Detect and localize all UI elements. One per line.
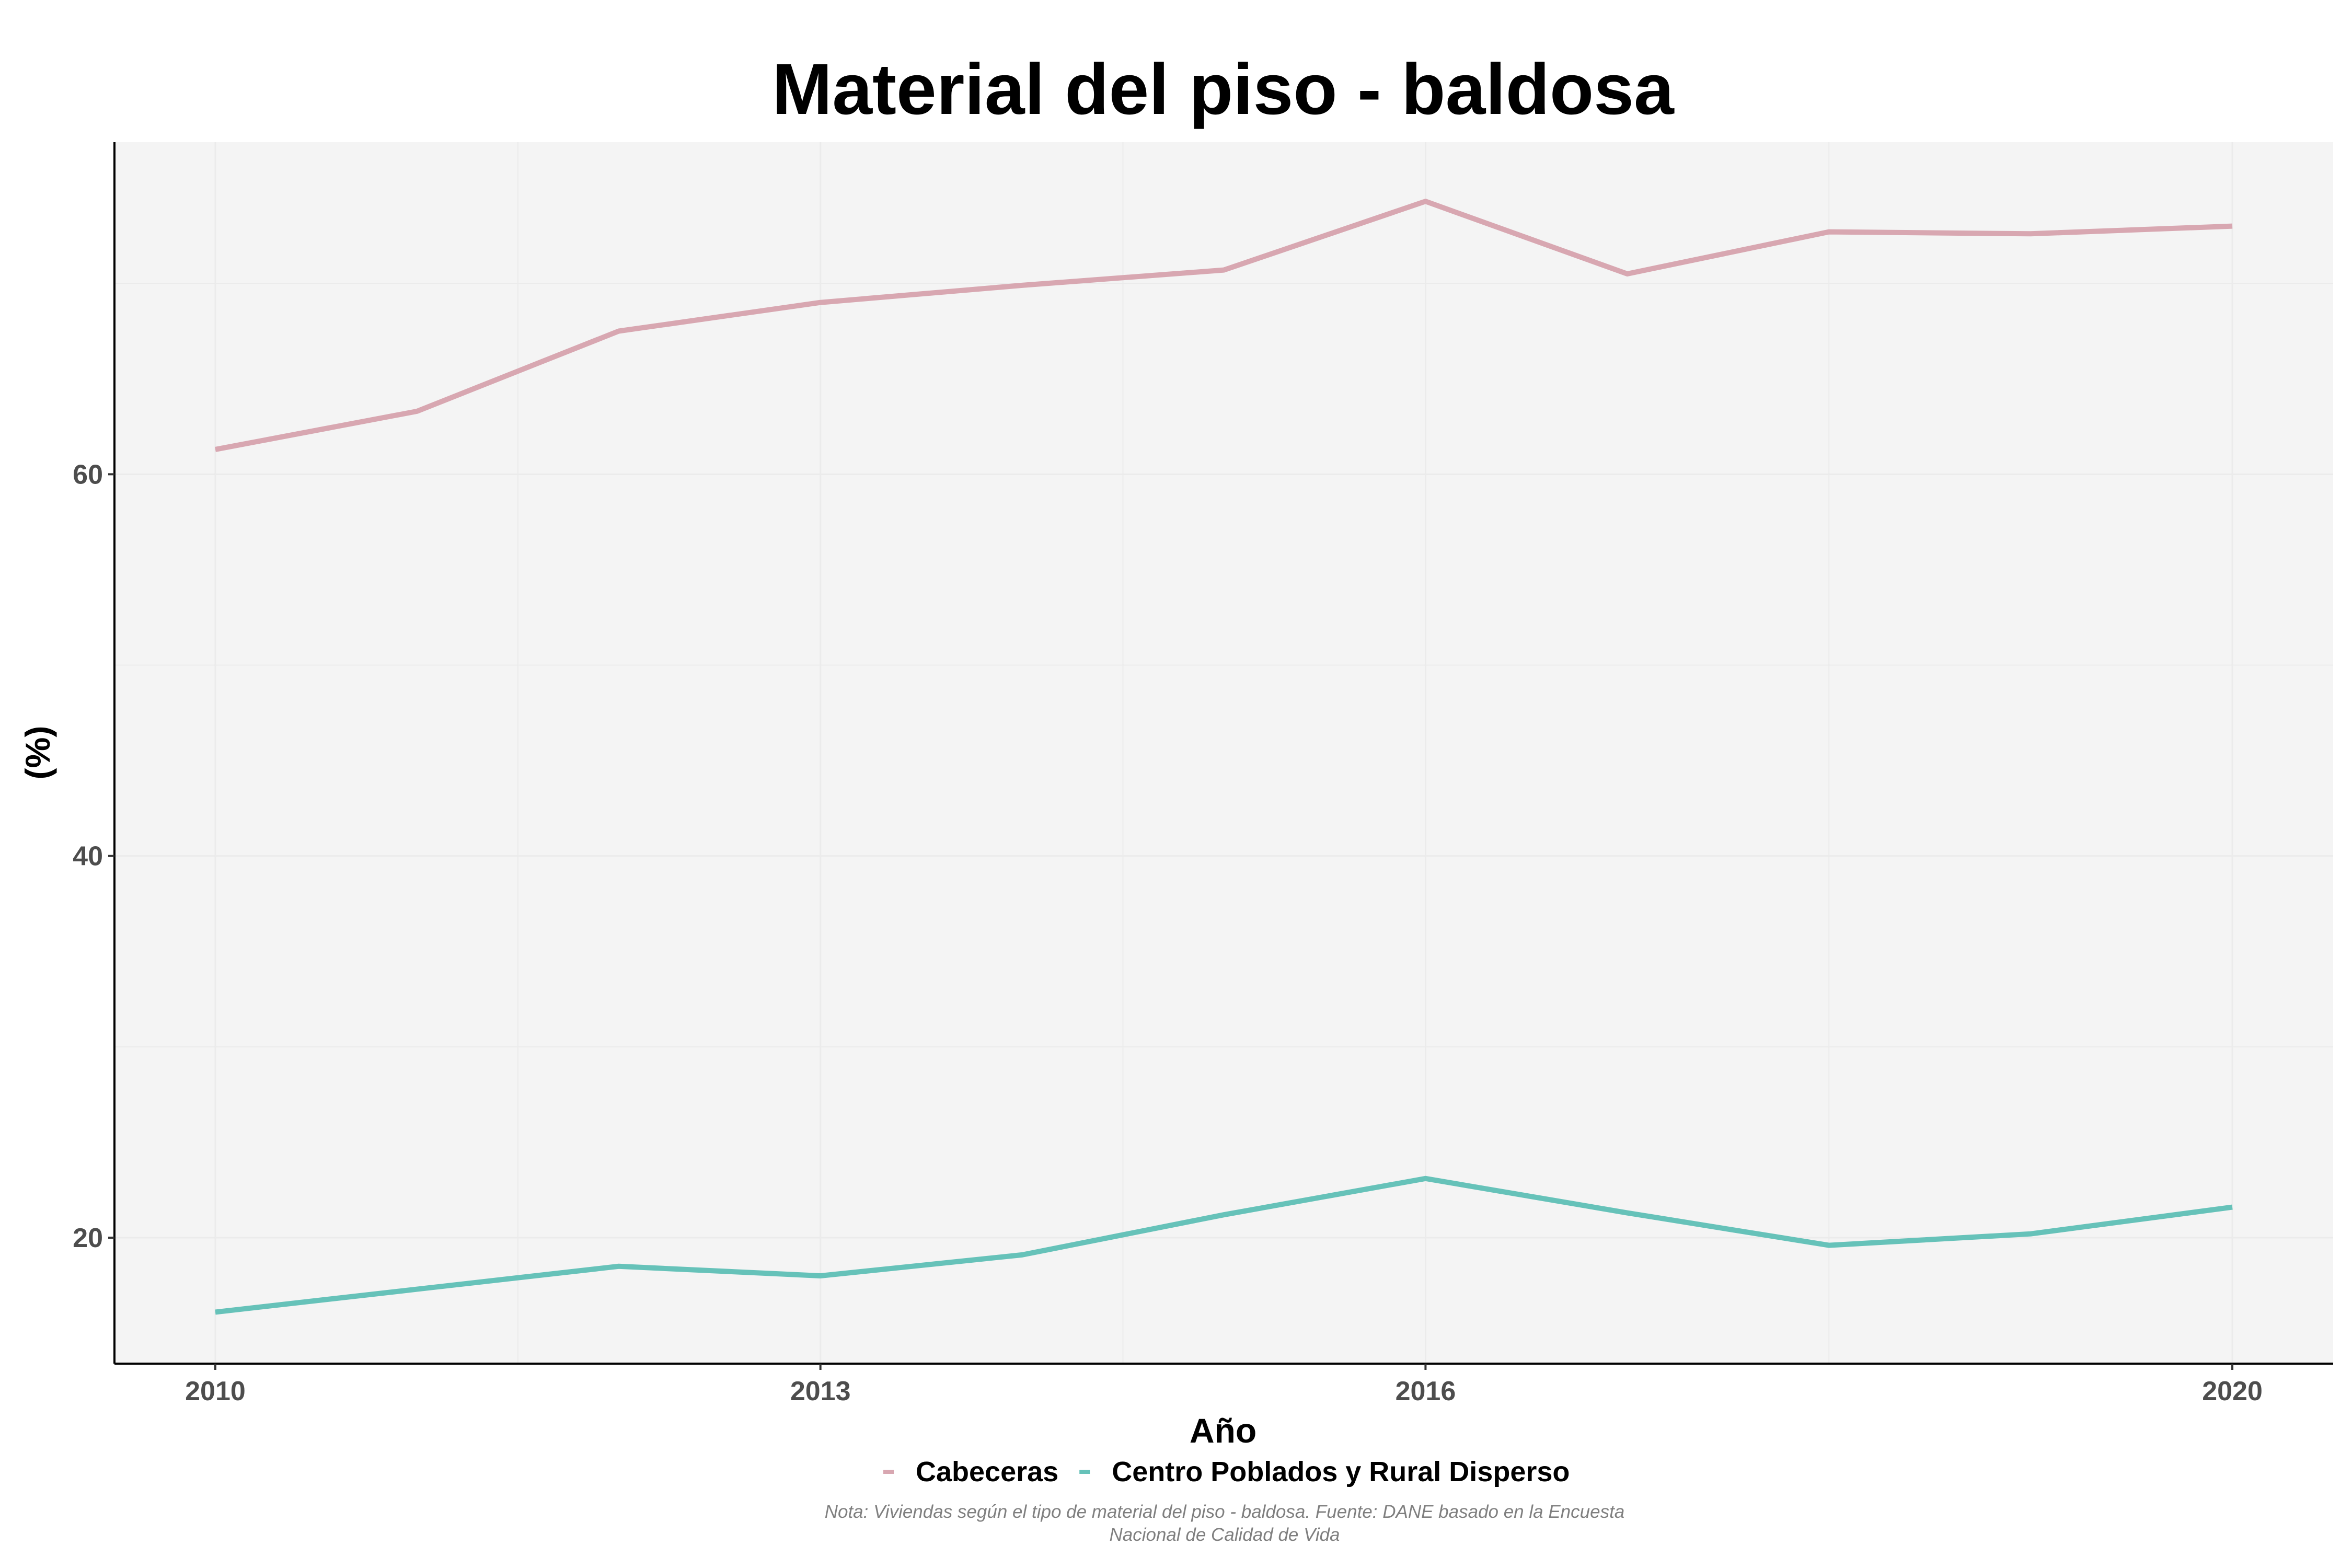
series-lines	[215, 199, 2233, 1315]
x-axis-title: Año	[1190, 1411, 1256, 1450]
caption-line-2: Nacional de Calidad de Vida	[1109, 1525, 1340, 1545]
y-tick-label: 60	[73, 459, 103, 490]
legend-label-1: Cabeceras	[916, 1456, 1058, 1488]
y-tick-label: 20	[73, 1223, 103, 1253]
y-axis-title: (%)	[18, 726, 57, 780]
x-tick-label: 2010	[185, 1376, 246, 1406]
x-tick-label: 2013	[790, 1376, 851, 1406]
x-tick-label: 2016	[1396, 1376, 1456, 1406]
plot-panel	[114, 142, 2333, 1364]
x-tick-label: 2020	[2202, 1376, 2263, 1406]
y-axis-ticks: 20 40 60	[73, 459, 114, 1253]
y-tick-label: 40	[73, 841, 103, 872]
chart-title: Material del piso - baldosa	[772, 49, 1675, 130]
series-line-2	[215, 1175, 2233, 1315]
legend: Cabeceras Centro Poblados y Rural Dispers…	[883, 1456, 1570, 1488]
series-line-1	[215, 199, 2233, 452]
x-axis-ticks: 2010 2013 2016 2020	[185, 1364, 2263, 1406]
grid-lines	[114, 142, 2333, 1364]
caption-line-1: Nota: Viviendas según el tipo de materia…	[825, 1502, 1625, 1522]
legend-label-2: Centro Poblados y Rural Disperso	[1112, 1456, 1570, 1488]
